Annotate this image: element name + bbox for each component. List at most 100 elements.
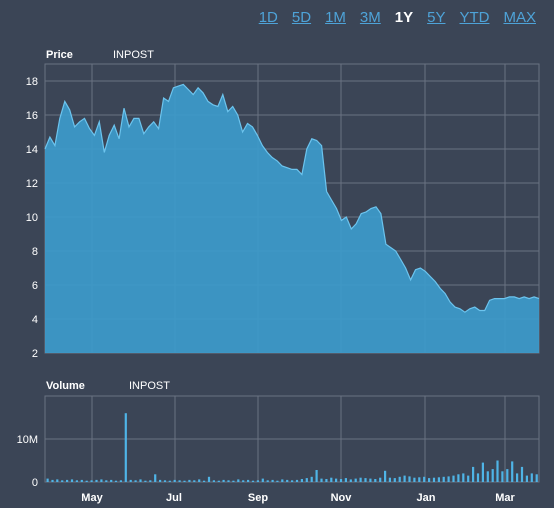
volume-bar: [349, 479, 352, 482]
volume-bar: [506, 469, 509, 482]
volume-bar: [379, 477, 382, 482]
volume-bar: [520, 466, 524, 482]
volume-bar: [203, 480, 206, 482]
price-area-fill: [45, 84, 539, 354]
volume-chart-symbol: INPOST: [129, 380, 170, 392]
range-1y-button[interactable]: 1Y: [394, 9, 414, 26]
range-1d-button[interactable]: 1D: [258, 9, 278, 26]
volume-bar: [423, 476, 426, 482]
price-chart-title: Price: [46, 49, 73, 61]
volume-bar: [178, 480, 181, 482]
volume-bar: [535, 474, 538, 482]
price-area-series: [44, 83, 540, 354]
volume-bar: [476, 473, 480, 482]
volume-bar: [232, 480, 235, 482]
volume-y-tick-label: 10M: [17, 434, 38, 446]
range-5d-button[interactable]: 5D: [291, 9, 312, 26]
volume-bar: [496, 460, 499, 482]
x-tick-label: May: [81, 492, 103, 504]
volume-bar: [315, 470, 318, 482]
volume-bar: [447, 476, 450, 482]
price-chart-symbol: INPOST: [113, 49, 154, 61]
volume-bar: [432, 477, 436, 482]
range-ytd-button[interactable]: YTD: [459, 9, 490, 26]
volume-bar: [139, 479, 142, 482]
volume-bar: [300, 479, 303, 482]
volume-bar: [413, 477, 416, 482]
volume-bar: [384, 470, 387, 482]
x-tick-label: Sep: [248, 492, 268, 504]
range-5y-button[interactable]: 5Y: [427, 9, 446, 26]
range-3m-button[interactable]: 3M: [359, 9, 381, 26]
x-tick-label: Mar: [495, 492, 515, 504]
volume-bar: [212, 480, 215, 482]
volume-bar: [374, 479, 377, 482]
price-y-tick-label: 18: [26, 76, 38, 88]
volume-bar: [305, 478, 308, 482]
range-selector: 1D 5D 1M 3M 1Y 5Y YTD MAX: [259, 9, 536, 26]
range-1m-button[interactable]: 1M: [325, 9, 346, 26]
volume-bar: [486, 471, 489, 483]
volume-bar: [511, 461, 514, 482]
volume-bar: [516, 473, 519, 482]
volume-bar: [242, 480, 245, 482]
volume-bar: [388, 477, 391, 482]
volume-bar: [46, 478, 49, 482]
volume-bar: [442, 476, 445, 482]
volume-bar: [393, 478, 396, 482]
volume-bar: [310, 476, 313, 482]
volume-bar: [286, 479, 289, 482]
price-y-axis: 2 4 6 8 10 12 14 16 18: [26, 76, 38, 360]
volume-bar: [320, 478, 323, 482]
volume-bar: [354, 478, 357, 482]
price-y-tick-label: 8: [32, 246, 38, 258]
volume-bar: [491, 469, 494, 482]
volume-bar: [90, 480, 93, 482]
volume-bar: [61, 480, 64, 482]
volume-bar: [70, 479, 74, 482]
volume-bar: [80, 479, 83, 482]
volume-bar: [144, 480, 147, 482]
x-axis: May Jul Sep Nov Jan Mar: [81, 492, 515, 504]
volume-bar: [452, 475, 455, 482]
volume-bar: [359, 477, 362, 482]
volume-y-axis: 0 10M: [17, 434, 38, 489]
volume-bar: [134, 480, 137, 482]
volume-grid: [44, 395, 540, 483]
volume-bar: [207, 476, 211, 482]
volume-bar: [251, 480, 255, 482]
volume-bar: [339, 479, 343, 482]
volume-bar: [291, 480, 294, 482]
volume-bar: [467, 475, 470, 482]
volume-bar: [227, 480, 230, 482]
volume-bar: [66, 479, 69, 482]
x-tick-label: Nov: [331, 492, 353, 504]
volume-bar: [364, 478, 367, 482]
volume-bar: [457, 474, 460, 482]
volume-bar: [530, 473, 533, 482]
volume-bar: [281, 479, 284, 482]
volume-bar: [335, 478, 338, 482]
volume-bar: [437, 477, 440, 482]
volume-bar: [105, 480, 108, 482]
volume-bar: [369, 478, 372, 482]
volume-bar: [271, 479, 274, 482]
volume-bar: [129, 479, 132, 482]
volume-bar: [472, 466, 475, 482]
volume-bar: [198, 479, 201, 482]
volume-bar: [217, 480, 220, 482]
volume-bar: [398, 476, 401, 482]
volume-bar: [114, 480, 118, 482]
range-max-button[interactable]: MAX: [503, 9, 536, 26]
volume-bar: [154, 474, 157, 482]
volume-bar: [159, 479, 162, 482]
volume-bar: [100, 479, 103, 482]
x-tick-label: Jul: [166, 492, 182, 504]
price-y-tick-label: 12: [26, 178, 38, 190]
volume-bar: [403, 475, 406, 482]
price-line: [44, 83, 540, 313]
volume-bar: [56, 479, 59, 482]
volume-bar: [222, 479, 225, 482]
volume-bar: [261, 478, 264, 482]
